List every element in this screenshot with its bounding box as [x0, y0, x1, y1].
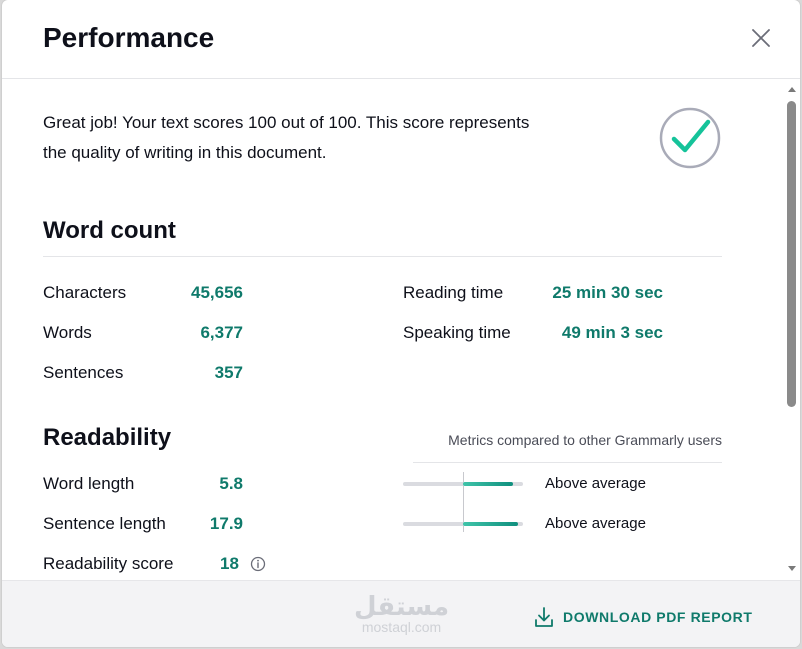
dialog-header: Performance	[2, 0, 800, 79]
download-pdf-report-button[interactable]: DOWNLOAD PDF REPORT	[534, 605, 753, 629]
sentences-value: 357	[214, 363, 243, 382]
words-value: 6,377	[200, 323, 243, 342]
average-marker	[463, 472, 464, 532]
reading-time-label: Reading time	[403, 283, 504, 302]
speaking-time-value: 49 min 3 sec	[561, 323, 663, 342]
characters-label: Characters	[43, 283, 127, 302]
word-length-bar	[403, 482, 523, 486]
mostaql-watermark: مستقل mostaql.com	[354, 593, 449, 635]
dialog-title: Performance	[43, 22, 215, 53]
readability-score-value: 18	[220, 554, 239, 573]
watermark-arabic: مستقل	[354, 591, 450, 621]
word-length-label: Word length	[43, 474, 135, 493]
word-length-bar-fill	[463, 482, 514, 486]
characters-value: 45,656	[191, 283, 243, 302]
scrollbar[interactable]	[783, 79, 800, 580]
word-length-value: 5.8	[219, 474, 243, 493]
scroll-up-arrow-icon[interactable]	[787, 85, 797, 93]
word-length-comparison: Above average	[545, 475, 646, 492]
download-icon	[535, 607, 553, 627]
score-summary: Great job! Your text scores 100 out of 1…	[43, 108, 613, 168]
sentence-length-comparison: Above average	[545, 515, 646, 532]
readability-comparison-note: Metrics compared to other Grammarly user…	[448, 432, 722, 448]
sentence-length-label: Sentence length	[43, 514, 166, 533]
readability-heading: Readability	[43, 424, 172, 451]
download-pdf-report-label: DOWNLOAD PDF REPORT	[563, 609, 753, 625]
scroll-thumb[interactable]	[787, 101, 796, 407]
sentences-label: Sentences	[43, 363, 124, 382]
words-label: Words	[43, 323, 92, 342]
word-count-heading: Word count	[43, 217, 176, 244]
close-icon[interactable]	[749, 26, 773, 50]
reading-time-value: 25 min 30 sec	[552, 283, 663, 302]
readability-divider	[413, 462, 722, 463]
score-summary-line-2: the quality of writing in this document.	[43, 143, 327, 162]
watermark-latin: mostaql.com	[361, 619, 442, 635]
dialog-footer: مستقل mostaql.com DOWNLOAD PDF REPORT	[2, 580, 800, 647]
info-icon[interactable]	[250, 556, 266, 572]
sentence-length-bar-fill	[463, 522, 519, 526]
readability-score-label: Readability score	[43, 554, 174, 573]
check-circle-icon	[658, 106, 722, 170]
speaking-time-label: Speaking time	[403, 323, 511, 342]
dialog-body: Great job! Your text scores 100 out of 1…	[2, 79, 800, 580]
sentence-length-bar	[403, 522, 523, 526]
word-count-divider	[43, 256, 722, 257]
score-summary-line-1: Great job! Your text scores 100 out of 1…	[43, 113, 530, 132]
sentence-length-value: 17.9	[209, 514, 243, 533]
scroll-down-arrow-icon[interactable]	[787, 565, 797, 573]
